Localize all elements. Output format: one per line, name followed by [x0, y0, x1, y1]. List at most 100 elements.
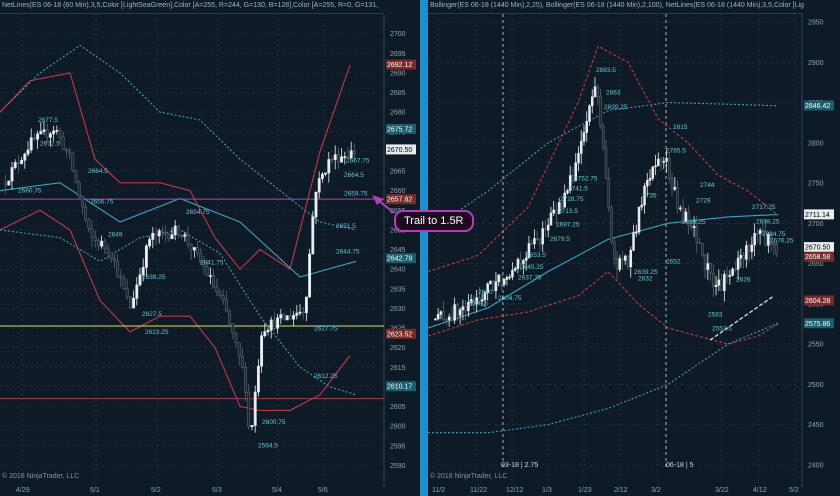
right-chart-panel[interactable]: 2400245025002550260026502700275028002850…	[428, 0, 840, 496]
candle-body	[480, 299, 484, 302]
y-tick-label: 2950	[808, 20, 824, 27]
y-tick-label: 2645	[390, 247, 406, 254]
price-annotation: 2735	[642, 193, 657, 200]
candle-body	[546, 224, 550, 231]
x-tick-label: 4/12	[753, 487, 767, 494]
candle-body	[753, 233, 756, 246]
candle-body	[764, 230, 767, 246]
price-annotation: 2741.5	[568, 185, 588, 192]
right-chart-canvas[interactable]: 2400245025002550260026502700275028002850…	[428, 0, 840, 496]
candle-body	[456, 304, 459, 316]
candle-body	[772, 243, 776, 246]
candle-body	[590, 96, 594, 107]
price-annotation: 2612.25	[314, 373, 338, 380]
price-annotation: 2639.25	[634, 269, 658, 276]
lower-band-100	[428, 322, 779, 434]
candle-body	[610, 207, 613, 243]
x-tick-label: 11/2	[432, 487, 445, 494]
candle-body	[116, 260, 120, 278]
price-annotation: 2684.75	[762, 231, 786, 238]
candle-body	[292, 315, 296, 320]
candle-body	[566, 190, 569, 194]
price-label-text: 2692.12	[387, 62, 412, 69]
candle-body	[673, 187, 677, 190]
left-chart-panel[interactable]: 2590259526002605261026152620262526302635…	[0, 0, 420, 496]
panel-splitter[interactable]	[420, 0, 428, 496]
candle-body	[442, 311, 445, 321]
candle-body	[125, 288, 129, 298]
x-tick-label: 3/2	[651, 487, 661, 494]
candle-body	[706, 263, 710, 270]
candle-body	[61, 136, 65, 150]
candle-body	[221, 295, 225, 301]
price-annotation: 2623.25	[145, 329, 169, 336]
candle-body	[186, 234, 190, 245]
candle-body	[434, 318, 437, 321]
candle-body	[505, 277, 509, 280]
price-annotation: 2697.25	[556, 222, 580, 229]
candle-body	[612, 241, 616, 259]
candle-body	[585, 121, 588, 133]
y-tick-label: 2700	[808, 221, 824, 228]
candle-body	[544, 228, 547, 231]
candle-body	[231, 323, 235, 334]
candle-body	[288, 315, 292, 320]
candle-body	[494, 281, 498, 292]
candle-body	[497, 274, 500, 283]
candle-body	[349, 150, 353, 159]
candle-body	[563, 192, 566, 208]
price-annotation: 2653.5	[526, 252, 546, 259]
candle-body	[311, 216, 315, 255]
left-copyright: © 2018 NinjaTrader, LLC	[2, 473, 80, 480]
candle-body	[112, 258, 116, 262]
candle-body	[135, 284, 139, 299]
price-annotation: 2627.75	[314, 326, 338, 333]
candle-body	[709, 263, 712, 274]
candle-body	[681, 207, 685, 222]
candle-body	[215, 286, 219, 293]
price-label-tag	[804, 251, 834, 262]
candle-body	[151, 232, 155, 240]
x-tick-label: 3/22	[715, 487, 729, 494]
price-label-tag	[386, 194, 416, 205]
candle-body	[260, 335, 264, 367]
candle-body	[731, 268, 734, 276]
candle-body	[447, 316, 451, 321]
candle-body	[596, 86, 600, 97]
candle-body	[32, 137, 36, 140]
candle-body	[269, 319, 273, 331]
candle-body	[469, 299, 473, 303]
candle-body	[629, 249, 633, 268]
left-header-divider	[0, 13, 384, 14]
candle-body	[55, 130, 59, 132]
price-annotation: 2839.25	[604, 104, 628, 111]
candle-body	[282, 314, 286, 321]
y-tick-label: 2695	[390, 51, 406, 58]
candle-body	[467, 301, 470, 312]
left-chart-canvas[interactable]: 2590259526002605261026152620262526302635…	[0, 0, 420, 496]
candle-body	[26, 149, 30, 155]
candle-body	[36, 133, 40, 140]
candle-body	[712, 272, 715, 287]
price-annotation: 2863	[606, 90, 621, 97]
candle-body	[298, 311, 302, 314]
price-annotation: 2744	[700, 182, 715, 189]
y-tick-label: 2595	[390, 443, 406, 450]
candle-body	[106, 247, 110, 253]
price-annotation: 2604.75	[498, 295, 522, 302]
candle-body	[571, 175, 575, 181]
candle-body	[775, 244, 778, 255]
candle-body	[119, 276, 123, 279]
candle-body	[736, 257, 740, 270]
candle-body	[148, 239, 152, 247]
candle-body	[552, 209, 555, 214]
candle-body	[756, 233, 759, 235]
candle-body	[530, 243, 533, 245]
candle-body	[668, 157, 671, 179]
candle-body	[527, 243, 531, 259]
y-tick-label: 2665	[390, 169, 406, 176]
candle-body	[568, 175, 572, 191]
candle-body	[20, 160, 24, 165]
candle-body	[247, 392, 251, 428]
price-label-text: 2670.50	[387, 147, 412, 154]
